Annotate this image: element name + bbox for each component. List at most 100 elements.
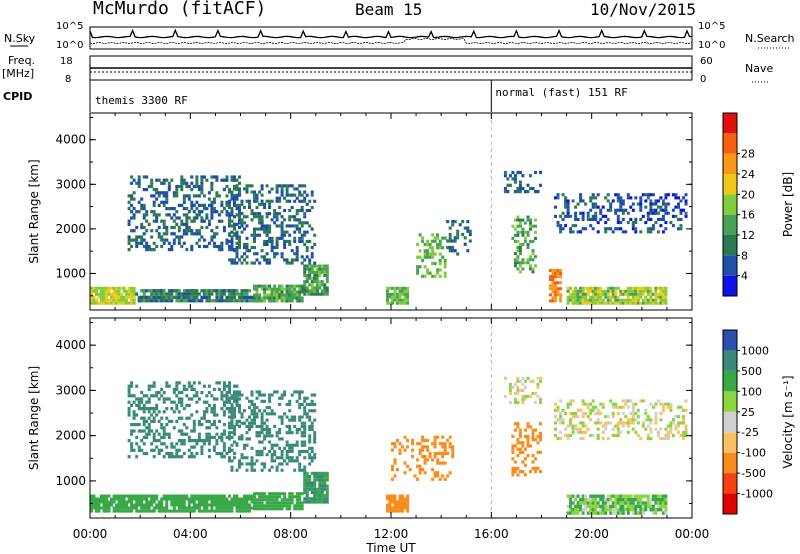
heat-cell [260,255,264,259]
heat-cell [268,258,272,262]
heat-cell [391,494,394,498]
heat-cell [320,484,324,488]
heat-cell [230,509,234,513]
heat-cell [202,509,206,513]
heat-cell [278,290,282,294]
heat-cell [308,209,312,213]
heat-cell [145,494,149,498]
heat-cell [631,286,635,290]
heat-cell [280,224,284,228]
heat-cell [285,287,289,291]
heat-cell [521,450,525,454]
heat-cell [313,409,317,413]
colorbar-tick-label: -25 [741,426,759,439]
heat-cell [120,494,124,498]
heat-cell [217,292,221,296]
heat-cell [293,287,297,291]
heat-cell [586,286,590,290]
heat-cell [443,448,447,452]
heat-cell [574,289,578,293]
heat-cell [591,408,595,412]
heat-cell [127,410,131,414]
heat-cell [451,249,455,253]
heat-cell [130,509,134,513]
heat-cell [626,399,630,403]
heat-cell [192,203,196,207]
heat-cell [308,481,312,485]
heat-cell [679,421,683,425]
heat-cell [466,249,470,253]
heat-cell [310,421,314,425]
heat-cell [92,503,96,507]
heat-cell [248,415,251,419]
heat-cell [298,193,302,197]
heat-cell [594,289,598,293]
heat-cell [265,453,269,457]
heat-cell [197,432,201,436]
heat-cell [165,500,169,504]
heat-cell [205,295,209,299]
heat-cell [142,175,146,179]
colorbar-frame [722,112,738,297]
heat-cell [526,441,530,445]
heat-cell [245,184,249,188]
heat-cell [122,509,126,513]
y-axis-label: Slant Range [km] [27,366,41,470]
heat-cell [631,427,635,431]
heat-cell [566,286,570,290]
heat-cell [275,293,279,297]
heat-cell [534,401,537,404]
heat-cell [664,211,668,215]
heat-cell [641,193,645,197]
heat-cell [228,387,231,391]
heat-cell [260,498,264,502]
heat-cell [305,484,309,488]
nsearch-label: N.Search [745,32,795,45]
heat-cell [215,295,219,299]
heat-cell [122,497,126,501]
heat-cell [651,494,655,498]
heat-cell [268,495,272,499]
colorbar-tick-label: 4 [741,270,748,283]
heat-cell [654,295,658,299]
heat-cell [428,252,432,256]
heat-cell [293,415,297,419]
heat-cell [536,190,540,194]
heat-cell [233,451,236,456]
heat-cell [177,295,181,299]
heat-cell [310,252,314,256]
heat-cell [403,295,407,299]
heat-cell [293,443,297,447]
heat-cell [270,296,274,300]
heat-cell [513,258,517,262]
heat-cell [238,410,241,414]
cpid-label: CPID [3,90,32,103]
heat-cell [150,210,154,214]
heat-cell [566,402,570,406]
heat-cell [155,503,159,507]
nave-tick-bottom: 0 [700,74,706,85]
heat-cell [105,494,108,498]
heat-cell [152,289,156,293]
heat-cell [260,249,264,253]
heat-cell [559,296,563,300]
heat-cell [258,495,262,499]
heat-cell [268,239,272,243]
heat-cell [619,292,623,296]
heat-cell [95,503,98,507]
heat-cell [278,431,282,435]
heat-cell [421,239,425,243]
heat-cell [260,431,264,435]
heat-cell [529,267,532,271]
heat-cell [233,390,236,394]
heat-cell [265,418,269,422]
heat-cell [513,174,517,178]
heat-cell [556,287,560,291]
heat-cell [396,468,399,472]
heat-cell [142,207,146,211]
heat-cell [175,299,179,303]
heat-cell [182,432,186,436]
heat-cell [651,202,655,206]
heat-cell [245,187,249,191]
heat-cell [140,506,144,510]
